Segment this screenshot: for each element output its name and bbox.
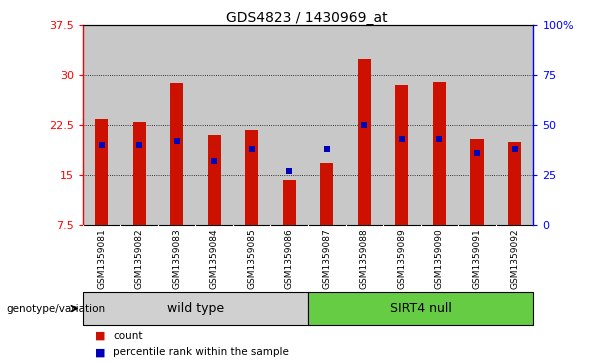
Bar	[245, 130, 258, 225]
Text: count: count	[113, 331, 143, 340]
Bar	[320, 163, 333, 225]
Text: GSM1359083: GSM1359083	[172, 228, 181, 289]
Text: GSM1359087: GSM1359087	[322, 228, 331, 289]
Bar	[208, 135, 221, 225]
Text: GSM1359081: GSM1359081	[97, 228, 106, 289]
Text: SIRT4 null: SIRT4 null	[390, 302, 452, 315]
Bar	[83, 292, 308, 325]
Text: GSM1359085: GSM1359085	[247, 228, 256, 289]
Bar	[308, 292, 533, 325]
Text: ■: ■	[95, 347, 105, 357]
Text: GSM1359091: GSM1359091	[473, 228, 481, 289]
Text: ■: ■	[95, 331, 105, 340]
Bar	[358, 59, 371, 225]
Text: wild type: wild type	[167, 302, 224, 315]
Text: genotype/variation: genotype/variation	[6, 303, 105, 314]
Bar	[395, 85, 408, 225]
Text: GSM1359092: GSM1359092	[510, 228, 519, 289]
Text: GSM1359090: GSM1359090	[435, 228, 444, 289]
Bar	[170, 83, 183, 225]
Bar	[508, 142, 521, 225]
Text: GSM1359082: GSM1359082	[135, 228, 143, 289]
Text: GSM1359084: GSM1359084	[210, 228, 219, 289]
Text: percentile rank within the sample: percentile rank within the sample	[113, 347, 289, 357]
Text: GSM1359089: GSM1359089	[397, 228, 406, 289]
Bar	[433, 82, 446, 225]
Text: GSM1359086: GSM1359086	[285, 228, 294, 289]
Bar	[95, 119, 108, 225]
Bar	[132, 122, 146, 225]
Bar	[470, 139, 484, 225]
Text: GSM1359088: GSM1359088	[360, 228, 369, 289]
Bar	[283, 180, 296, 225]
Text: GDS4823 / 1430969_at: GDS4823 / 1430969_at	[226, 11, 387, 25]
